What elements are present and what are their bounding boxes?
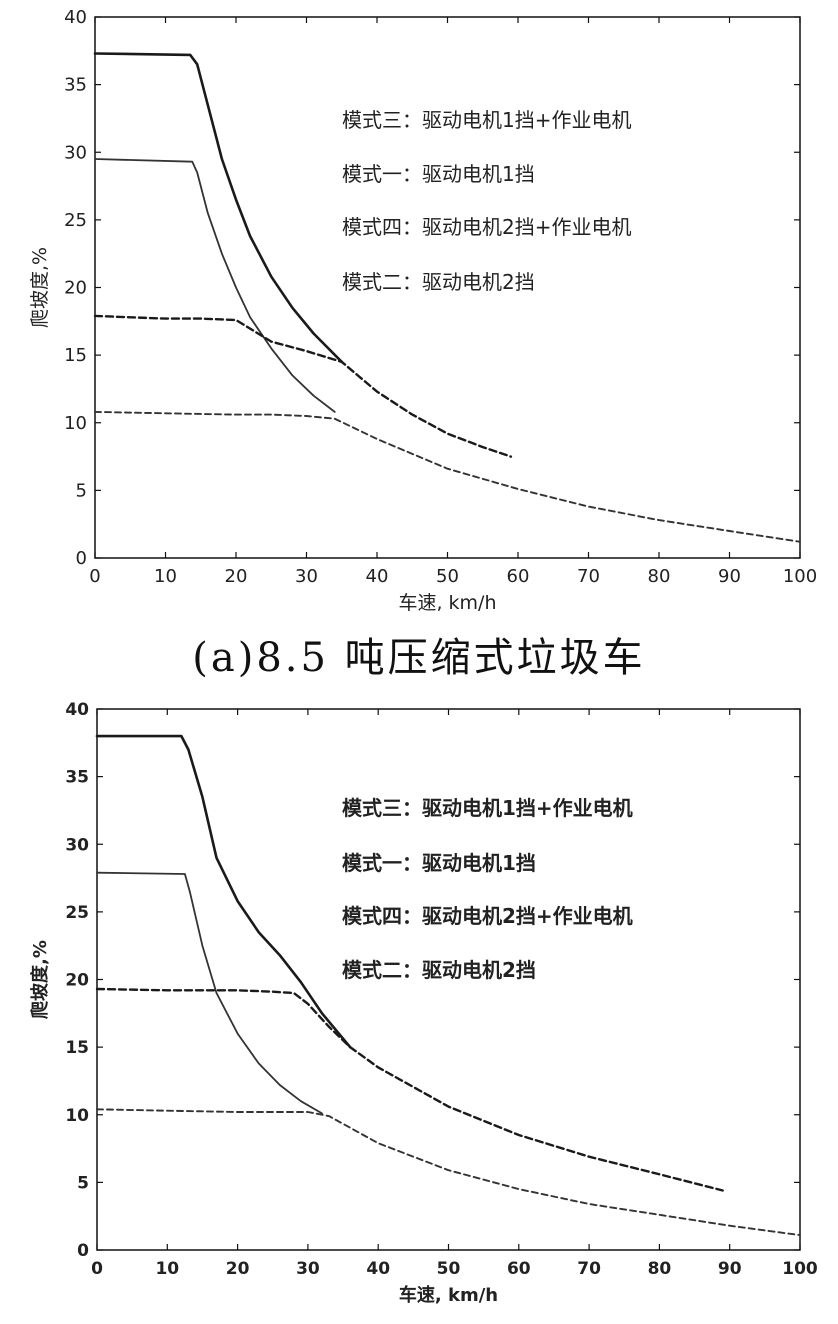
series-line-1 xyxy=(93,52,344,364)
x-tick-label: 90 xyxy=(718,566,741,587)
y-tick-label: 35 xyxy=(65,768,89,788)
y-axis-label: 爬坡度,% xyxy=(29,940,51,1019)
y-tick-label: 30 xyxy=(65,835,89,855)
y-tick-label: 0 xyxy=(77,1241,89,1261)
y-tick-label: 25 xyxy=(65,903,89,923)
y-tick-label: 40 xyxy=(64,7,87,28)
y-tick-label: 40 xyxy=(65,700,89,720)
series-line-3 xyxy=(95,987,724,1192)
series-line-2 xyxy=(94,158,336,413)
y-tick-label: 10 xyxy=(64,413,87,434)
legend-entry-3: 模式四：驱动电机2挡+作业电机 xyxy=(342,904,633,928)
x-tick-label: 70 xyxy=(577,566,600,587)
series-line-4 xyxy=(94,410,801,543)
y-tick-label: 20 xyxy=(65,971,89,991)
x-tick-label: 50 xyxy=(437,1259,461,1279)
x-tick-label: 40 xyxy=(366,1259,390,1279)
y-tick-label: 25 xyxy=(64,210,87,231)
y-tick-label: 15 xyxy=(64,345,87,366)
y-tick-label: 20 xyxy=(64,278,87,299)
chart-b: 0 10 20 30 40 50 60 70 80 90 100 0 5 10 15 20 25 30 35 40 车速… xyxy=(29,700,818,1306)
x-tick-label: 0 xyxy=(89,566,100,587)
series-line-2 xyxy=(96,871,323,1115)
x-axis-label: 车速, km/h xyxy=(398,592,496,614)
series-line-1 xyxy=(95,734,352,1049)
x-tick-label: 100 xyxy=(783,566,817,587)
x-tick-label: 30 xyxy=(295,566,318,587)
legend-entry-2: 模式一：驱动电机1挡 xyxy=(342,851,536,875)
y-tick-label: 5 xyxy=(77,1173,89,1193)
legend-entry-3: 模式四：驱动电机2挡+作业电机 xyxy=(342,215,631,239)
series-line-3 xyxy=(93,314,513,458)
x-tick-label: 0 xyxy=(91,1259,103,1279)
x-tick-label: 10 xyxy=(155,1259,179,1279)
legend-entry-1: 模式三：驱动电机1挡+作业电机 xyxy=(342,796,633,820)
x-tick-label: 80 xyxy=(648,566,671,587)
x-tick-label: 20 xyxy=(225,566,248,587)
x-tick-label: 80 xyxy=(648,1259,672,1279)
y-tick-label: 15 xyxy=(65,1038,89,1058)
chart-a: 0 10 20 30 40 50 60 70 80 90 100 0 5 10 15 20 25 30 35 40 车速… xyxy=(29,7,817,614)
x-tick-label: 20 xyxy=(226,1259,250,1279)
y-axis-label: 爬坡度,% xyxy=(29,247,51,328)
x-tick-label: 70 xyxy=(577,1259,601,1279)
y-tick-label: 30 xyxy=(64,142,87,163)
legend-entry-4: 模式二：驱动电机2挡 xyxy=(342,958,536,982)
y-tick-label: 35 xyxy=(64,75,87,96)
x-tick-label: 90 xyxy=(718,1259,742,1279)
series-line-4 xyxy=(96,1108,801,1237)
x-tick-label: 60 xyxy=(507,566,530,587)
x-axis-label: 车速, km/h xyxy=(399,1284,498,1306)
legend-entry-1: 模式三：驱动电机1挡+作业电机 xyxy=(342,108,631,132)
x-tick-label: 60 xyxy=(507,1259,531,1279)
y-tick-label: 5 xyxy=(76,480,87,501)
x-tick-label: 40 xyxy=(366,566,389,587)
x-tick-label: 30 xyxy=(296,1259,320,1279)
x-tick-label: 100 xyxy=(782,1259,818,1279)
y-tick-label: 10 xyxy=(65,1106,89,1126)
legend-entry-4: 模式二：驱动电机2挡 xyxy=(342,270,535,294)
x-tick-label: 10 xyxy=(154,566,177,587)
y-tick-label: 0 xyxy=(76,548,87,569)
chart-a-caption: (a)8.5 吨压缩式垃圾车 xyxy=(192,635,646,681)
legend-entry-2: 模式一：驱动电机1挡 xyxy=(342,162,535,186)
x-tick-label: 50 xyxy=(436,566,459,587)
